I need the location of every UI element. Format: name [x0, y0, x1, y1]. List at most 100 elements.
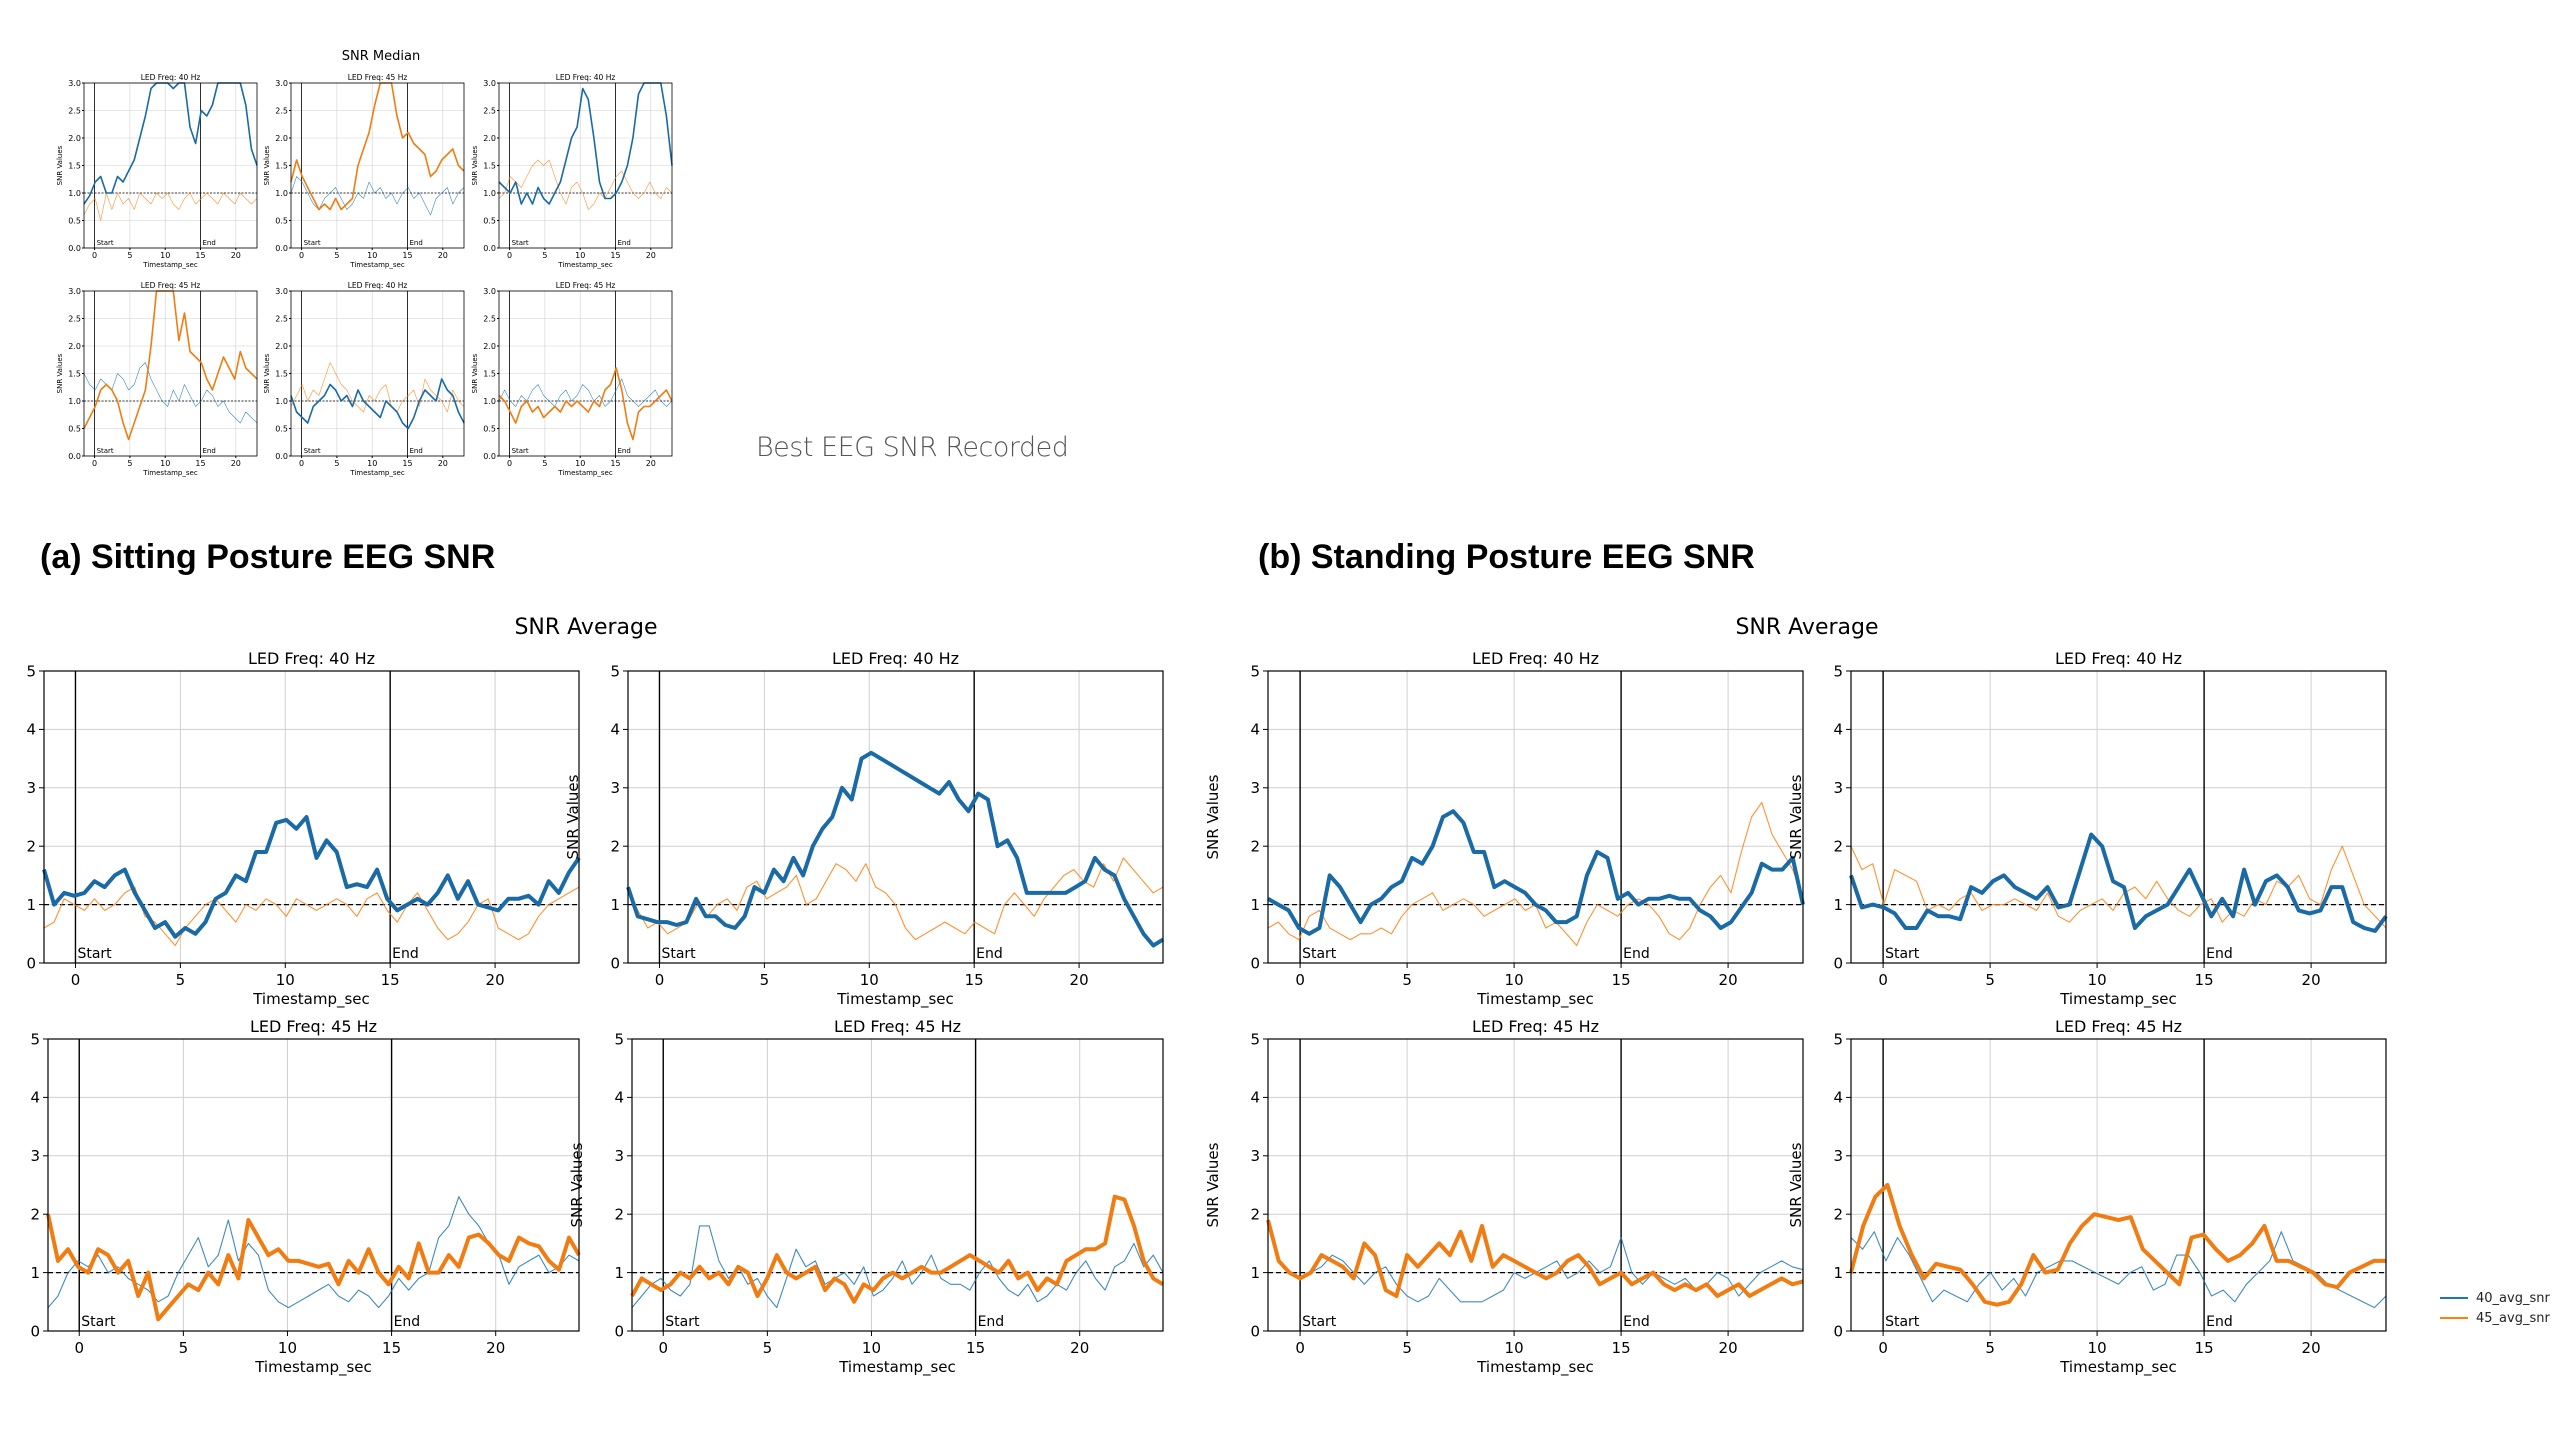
series-line-45_avg_snr: [1266, 1219, 1804, 1298]
y-tick-label: 3: [610, 779, 620, 797]
start-label: Start: [512, 447, 529, 455]
x-tick-label: 5: [127, 459, 132, 468]
plot-frame: [43, 670, 580, 964]
y-tick-label: 1: [30, 1264, 40, 1282]
x-axis-label: Timestamp_sec: [838, 1358, 956, 1377]
y-tick-label: 1.0: [275, 189, 288, 198]
series-line-45_avg_snr: [1849, 1183, 2386, 1307]
y-tick-label: 1.5: [275, 369, 288, 378]
y-tick-label: 0.5: [275, 424, 288, 433]
y-tick-label: 0.5: [275, 216, 288, 225]
panel-title: LED Freq: 40 Hz: [1472, 649, 1599, 668]
y-tick-label: 3: [26, 779, 36, 797]
x-tick-label: 20: [2302, 971, 2321, 989]
series-line-40_avg_snr: [498, 378, 673, 407]
start-label: Start: [77, 946, 112, 962]
y-tick-label: 1.0: [68, 189, 81, 198]
panel-title: LED Freq: 45 Hz: [250, 1017, 377, 1036]
y-tick-label: 2.0: [275, 342, 288, 351]
x-tick-label: 15: [1612, 1339, 1631, 1357]
series-line-40_avg_snr: [42, 815, 581, 939]
x-tick-label: 5: [542, 459, 547, 468]
end-label: End: [618, 447, 631, 455]
panel-title: LED Freq: 40 Hz: [348, 281, 408, 290]
legend-label-45: 45_avg_snr: [2476, 1310, 2550, 1326]
panel-title: LED Freq: 45 Hz: [1472, 1017, 1599, 1036]
x-tick-label: 5: [334, 459, 339, 468]
y-tick-label: 2.5: [275, 314, 288, 323]
x-tick-label: 20: [486, 971, 505, 989]
x-tick-label: 15: [610, 459, 620, 468]
x-axis-label: Timestamp_sec: [254, 1358, 372, 1377]
standing-heading: (b) Standing Posture EEG SNR: [1258, 538, 1755, 576]
end-label: End: [392, 946, 419, 962]
x-tick-label: 10: [2088, 1339, 2107, 1357]
y-tick-label: 2: [1833, 1205, 1843, 1223]
y-tick-label: 1: [26, 896, 36, 914]
x-tick-label: 5: [127, 251, 132, 260]
x-tick-label: 20: [231, 459, 241, 468]
y-tick-label: 2: [1250, 837, 1260, 855]
y-tick-label: 4: [1833, 721, 1843, 739]
y-tick-label: 2: [1833, 837, 1843, 855]
x-tick-label: 5: [1985, 1339, 1995, 1357]
x-tick-label: 0: [655, 971, 665, 989]
y-tick-label: 0: [1833, 1322, 1843, 1340]
start-label: Start: [512, 239, 529, 247]
y-tick-label: 1.0: [483, 397, 496, 406]
sitting-heading: (a) Sitting Posture EEG SNR: [40, 538, 496, 576]
y-tick-label: 5: [26, 662, 36, 680]
y-tick-label: 3: [1250, 779, 1260, 797]
x-tick-label: 20: [1719, 1339, 1738, 1357]
x-tick-label: 15: [381, 971, 400, 989]
y-tick-label: 0.0: [483, 244, 496, 253]
x-tick-label: 20: [646, 251, 656, 260]
x-tick-label: 0: [92, 459, 97, 468]
y-tick-label: 0: [1250, 1322, 1260, 1340]
legend-swatch-45: [2440, 1317, 2468, 1319]
x-tick-label: 10: [860, 971, 879, 989]
series-line-45_avg_snr: [627, 857, 1164, 941]
series-line-40_avg_snr: [498, 82, 673, 205]
y-tick-label: 0: [26, 954, 36, 972]
y-axis-label: SNR Values: [1787, 1142, 1805, 1227]
y-tick-label: 1.5: [68, 369, 81, 378]
plot-frame: [627, 670, 1164, 964]
x-tick-label: 20: [438, 459, 448, 468]
y-tick-label: 5: [1833, 662, 1843, 680]
x-tick-label: 15: [402, 251, 412, 260]
x-axis-label: Timestamp_sec: [1476, 1358, 1594, 1377]
y-tick-label: 0.0: [68, 452, 81, 461]
series-line-45_avg_snr: [290, 362, 465, 413]
x-tick-label: 5: [334, 251, 339, 260]
end-label: End: [203, 239, 216, 247]
x-tick-label: 10: [367, 459, 377, 468]
y-tick-label: 5: [30, 1030, 40, 1048]
y-tick-label: 2.0: [483, 342, 496, 351]
y-tick-label: 1.5: [483, 161, 496, 170]
y-tick-label: 0.5: [68, 424, 81, 433]
plot-frame: [1267, 1038, 1804, 1332]
y-axis-label: SNR Values: [263, 145, 271, 185]
x-axis-label: Timestamp_sec: [836, 990, 954, 1009]
panel-title: LED Freq: 45 Hz: [834, 1017, 961, 1036]
series-line-45_avg_snr: [83, 290, 258, 441]
end-label: End: [978, 1314, 1005, 1330]
y-tick-label: 3: [1250, 1147, 1260, 1165]
x-tick-label: 10: [2088, 971, 2107, 989]
series-line-45_avg_snr: [1850, 845, 2387, 929]
y-tick-label: 0: [30, 1322, 40, 1340]
panel-title: LED Freq: 40 Hz: [248, 649, 375, 668]
x-tick-label: 15: [2195, 1339, 2214, 1357]
legend-label-40: 40_avg_snr: [2476, 1290, 2550, 1306]
y-tick-label: 0.5: [483, 216, 496, 225]
plot-frame: [1850, 1038, 2387, 1332]
y-axis-label: SNR Values: [564, 774, 582, 859]
start-label: Start: [661, 946, 696, 962]
plot-frame: [47, 1038, 580, 1332]
x-tick-label: 5: [176, 971, 186, 989]
y-tick-label: 0: [614, 1322, 624, 1340]
y-tick-label: 5: [1833, 1030, 1843, 1048]
end-label: End: [2206, 946, 2233, 962]
y-tick-label: 4: [1250, 1089, 1260, 1107]
